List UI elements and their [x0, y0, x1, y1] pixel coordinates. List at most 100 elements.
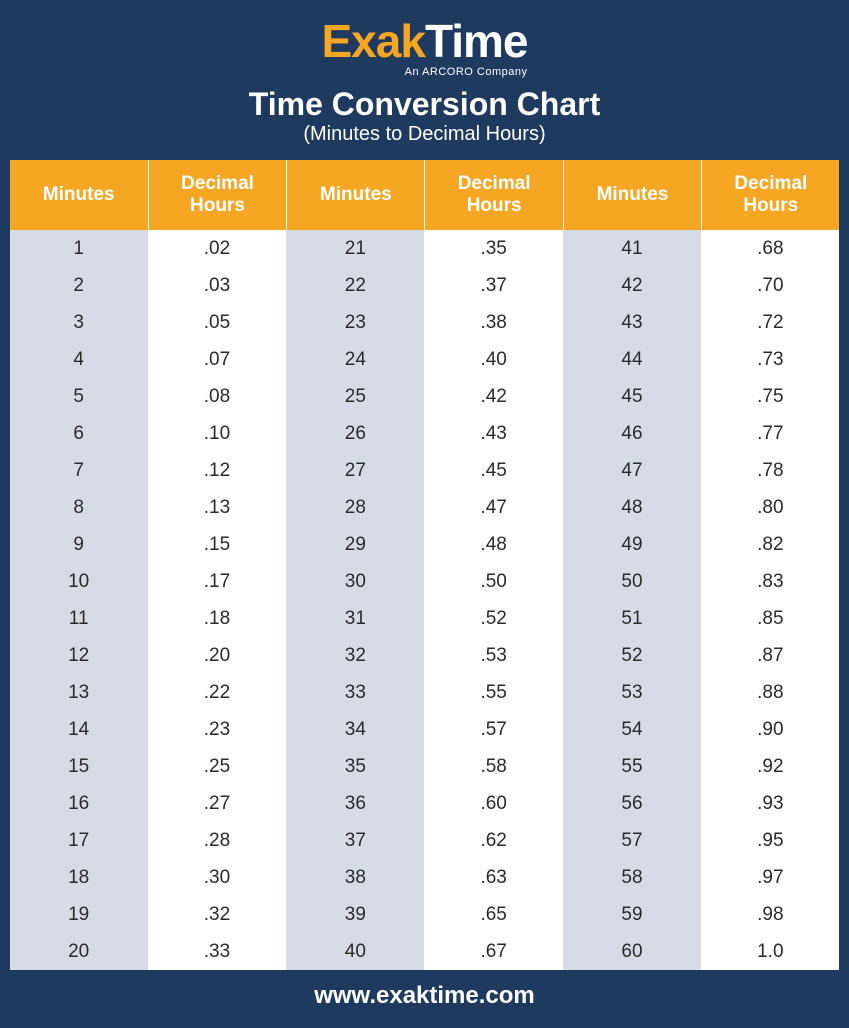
decimal-hours-cell: .15: [148, 526, 286, 563]
minutes-cell: 34: [286, 711, 424, 748]
decimal-hours-cell: .53: [424, 637, 562, 674]
decimal-hours-cell: .77: [701, 415, 839, 452]
brand-part2: Time: [425, 15, 528, 67]
minutes-cell: 49: [563, 526, 701, 563]
minutes-cell: 31: [286, 600, 424, 637]
minutes-cell: 53: [563, 674, 701, 711]
decimal-hours-cell: .73: [701, 341, 839, 378]
column-header-minutes: Minutes: [286, 160, 424, 230]
page-subtitle: (Minutes to Decimal Hours): [0, 123, 849, 146]
minutes-cell: 8: [10, 489, 148, 526]
minutes-cell: 39: [286, 896, 424, 933]
decimal-hours-column: Decimal Hours.68.70.72.73.75.77.78.80.82…: [701, 160, 839, 970]
decimal-hours-cell: .92: [701, 748, 839, 785]
minutes-cell: 19: [10, 896, 148, 933]
decimal-hours-cell: .90: [701, 711, 839, 748]
minutes-cell: 11: [10, 600, 148, 637]
brand-tagline: An ARCORO Company: [322, 66, 528, 78]
decimal-hours-cell: .42: [424, 378, 562, 415]
decimal-hours-cell: .48: [424, 526, 562, 563]
minutes-cell: 51: [563, 600, 701, 637]
decimal-hours-cell: .85: [701, 600, 839, 637]
decimal-hours-cell: .30: [148, 859, 286, 896]
decimal-hours-cell: .72: [701, 304, 839, 341]
decimal-hours-cell: 1.0: [701, 933, 839, 970]
decimal-hours-cell: .35: [424, 230, 562, 267]
decimal-hours-cell: .12: [148, 452, 286, 489]
minutes-cell: 52: [563, 637, 701, 674]
decimal-hours-cell: .43: [424, 415, 562, 452]
decimal-hours-cell: .20: [148, 637, 286, 674]
decimal-hours-column: Decimal Hours.02.03.05.07.08.10.12.13.15…: [148, 160, 286, 970]
minutes-cell: 57: [563, 822, 701, 859]
decimal-hours-cell: .37: [424, 267, 562, 304]
minutes-cell: 55: [563, 748, 701, 785]
decimal-hours-cell: .98: [701, 896, 839, 933]
column-header-decimal-hours: Decimal Hours: [424, 160, 562, 230]
minutes-cell: 16: [10, 785, 148, 822]
decimal-hours-cell: .07: [148, 341, 286, 378]
minutes-cell: 32: [286, 637, 424, 674]
minutes-cell: 20: [10, 933, 148, 970]
decimal-hours-cell: .40: [424, 341, 562, 378]
minutes-cell: 54: [563, 711, 701, 748]
minutes-cell: 33: [286, 674, 424, 711]
minutes-cell: 1: [10, 230, 148, 267]
minutes-cell: 14: [10, 711, 148, 748]
minutes-cell: 35: [286, 748, 424, 785]
minutes-cell: 46: [563, 415, 701, 452]
decimal-hours-cell: .25: [148, 748, 286, 785]
conversion-table: Minutes1234567891011121314151617181920De…: [10, 160, 840, 970]
column-header-decimal-hours: Decimal Hours: [701, 160, 839, 230]
minutes-cell: 13: [10, 674, 148, 711]
decimal-hours-cell: .78: [701, 452, 839, 489]
minutes-cell: 4: [10, 341, 148, 378]
decimal-hours-cell: .33: [148, 933, 286, 970]
decimal-hours-cell: .45: [424, 452, 562, 489]
minutes-cell: 48: [563, 489, 701, 526]
decimal-hours-column: Decimal Hours.35.37.38.40.42.43.45.47.48…: [424, 160, 562, 970]
decimal-hours-cell: .70: [701, 267, 839, 304]
minutes-cell: 59: [563, 896, 701, 933]
minutes-cell: 47: [563, 452, 701, 489]
column-header-minutes: Minutes: [10, 160, 148, 230]
minutes-cell: 6: [10, 415, 148, 452]
minutes-cell: 36: [286, 785, 424, 822]
footer-url: www.exaktime.com: [0, 970, 849, 1028]
minutes-cell: 15: [10, 748, 148, 785]
decimal-hours-cell: .57: [424, 711, 562, 748]
minutes-cell: 17: [10, 822, 148, 859]
decimal-hours-cell: .87: [701, 637, 839, 674]
minutes-cell: 26: [286, 415, 424, 452]
decimal-hours-cell: .02: [148, 230, 286, 267]
decimal-hours-cell: .38: [424, 304, 562, 341]
minutes-cell: 24: [286, 341, 424, 378]
minutes-cell: 56: [563, 785, 701, 822]
decimal-hours-cell: .23: [148, 711, 286, 748]
minutes-cell: 21: [286, 230, 424, 267]
decimal-hours-cell: .50: [424, 563, 562, 600]
decimal-hours-cell: .52: [424, 600, 562, 637]
minutes-cell: 38: [286, 859, 424, 896]
decimal-hours-cell: .17: [148, 563, 286, 600]
decimal-hours-cell: .58: [424, 748, 562, 785]
minutes-cell: 23: [286, 304, 424, 341]
decimal-hours-cell: .68: [701, 230, 839, 267]
decimal-hours-cell: .55: [424, 674, 562, 711]
decimal-hours-cell: .80: [701, 489, 839, 526]
minutes-cell: 42: [563, 267, 701, 304]
decimal-hours-cell: .62: [424, 822, 562, 859]
minutes-column: Minutes1234567891011121314151617181920: [10, 160, 148, 970]
minutes-cell: 28: [286, 489, 424, 526]
decimal-hours-cell: .13: [148, 489, 286, 526]
minutes-cell: 9: [10, 526, 148, 563]
minutes-cell: 50: [563, 563, 701, 600]
minutes-cell: 25: [286, 378, 424, 415]
decimal-hours-cell: .97: [701, 859, 839, 896]
minutes-cell: 2: [10, 267, 148, 304]
minutes-cell: 30: [286, 563, 424, 600]
minutes-cell: 45: [563, 378, 701, 415]
minutes-cell: 41: [563, 230, 701, 267]
minutes-cell: 7: [10, 452, 148, 489]
minutes-cell: 12: [10, 637, 148, 674]
